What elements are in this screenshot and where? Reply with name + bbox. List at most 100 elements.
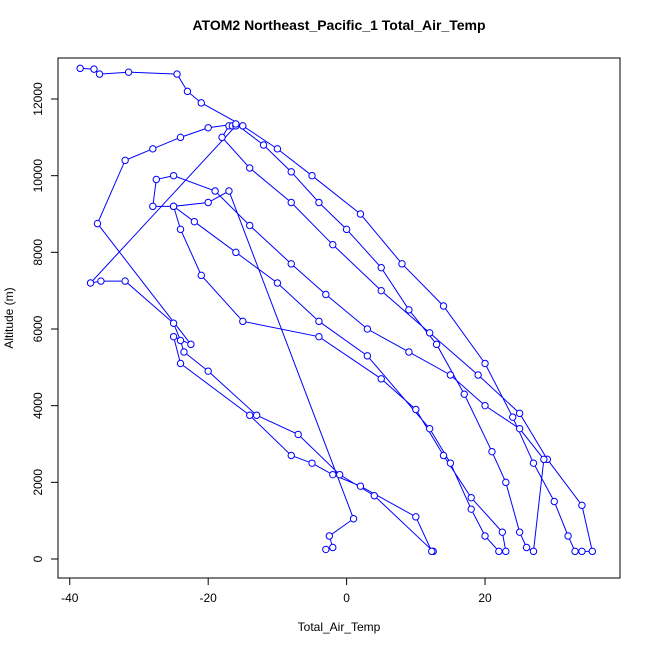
data-point xyxy=(529,547,538,556)
data-point xyxy=(252,411,261,419)
y-tick-label: 4000 xyxy=(31,392,45,419)
data-point xyxy=(121,277,129,285)
data-point xyxy=(522,543,531,552)
y-tick-label: 8000 xyxy=(31,239,45,266)
data-point xyxy=(211,187,219,195)
data-point xyxy=(335,470,344,479)
data-point xyxy=(176,133,185,142)
data-point xyxy=(176,336,185,345)
data-point xyxy=(315,332,323,341)
data-point xyxy=(187,340,195,349)
x-axis-label: Total_Air_Temp xyxy=(298,620,381,634)
data-point xyxy=(204,367,212,375)
data-point xyxy=(467,505,475,513)
data-point xyxy=(502,547,510,556)
y-tick-label: 12000 xyxy=(31,82,45,116)
data-point xyxy=(377,286,385,295)
data-point xyxy=(287,168,295,176)
data-point xyxy=(149,202,157,211)
data-point xyxy=(287,451,295,460)
data-point xyxy=(460,390,468,398)
data-point xyxy=(425,329,434,337)
y-tick-label: 6000 xyxy=(31,315,45,342)
data-point xyxy=(439,451,448,460)
data-point xyxy=(232,248,240,257)
data-point xyxy=(509,413,517,421)
data-point xyxy=(124,68,133,76)
data-point xyxy=(169,202,178,211)
data-point xyxy=(571,547,579,556)
data-point xyxy=(515,409,524,418)
data-point xyxy=(225,187,233,195)
y-tick-label: 2000 xyxy=(31,469,45,496)
data-point xyxy=(446,371,455,379)
data-point xyxy=(246,411,254,419)
data-point xyxy=(398,260,406,268)
data-point xyxy=(515,424,524,433)
data-point xyxy=(169,171,178,180)
data-point xyxy=(273,279,282,287)
data-point xyxy=(467,493,475,502)
data-point xyxy=(239,317,247,326)
data-point xyxy=(356,482,365,490)
data-point xyxy=(578,547,586,556)
data-point xyxy=(97,277,105,285)
data-line xyxy=(80,67,593,553)
data-point xyxy=(498,528,507,536)
data-point xyxy=(218,133,226,142)
y-axis-label: Altitude (m) xyxy=(2,287,16,348)
data-point xyxy=(95,70,104,78)
data-point xyxy=(308,171,316,180)
data-point xyxy=(287,260,295,268)
data-point xyxy=(239,122,247,130)
data-point xyxy=(481,532,489,540)
data-point xyxy=(325,532,334,540)
data-point xyxy=(564,532,572,540)
data-point xyxy=(246,221,254,230)
data-point xyxy=(481,359,489,368)
data-point xyxy=(432,340,441,349)
data-point xyxy=(322,290,330,299)
chart-title: ATOM2 Northeast_Pacific_1 Total_Air_Temp xyxy=(192,17,485,33)
data-point xyxy=(86,279,95,287)
data-point xyxy=(93,219,102,228)
data-point xyxy=(90,65,98,73)
data-point xyxy=(315,198,323,207)
data-point xyxy=(428,547,436,556)
data-point xyxy=(169,332,178,341)
plot-box xyxy=(57,57,621,579)
data-point xyxy=(550,497,558,506)
data-point xyxy=(502,478,510,487)
data-point xyxy=(204,124,212,132)
data-point xyxy=(294,430,302,439)
data-point xyxy=(308,459,316,467)
data-point xyxy=(540,455,548,464)
data-point xyxy=(412,405,420,414)
data-point xyxy=(190,217,199,226)
data-point xyxy=(529,459,538,467)
data-point xyxy=(287,198,295,207)
x-tick-label: -40 xyxy=(61,591,79,605)
data-point xyxy=(121,156,129,165)
data-point xyxy=(329,543,337,552)
data-point xyxy=(405,306,413,314)
data-point xyxy=(173,70,181,78)
data-point xyxy=(204,198,212,207)
data-point xyxy=(588,547,597,556)
data-point xyxy=(363,352,372,360)
data-point xyxy=(495,547,503,556)
data-point xyxy=(152,175,160,184)
data-point xyxy=(76,64,84,73)
data-point xyxy=(149,145,157,153)
data-point xyxy=(377,375,385,383)
data-point xyxy=(425,424,434,433)
data-point xyxy=(488,447,496,456)
data-point xyxy=(176,359,185,368)
data-point xyxy=(578,501,586,510)
data-point xyxy=(176,225,185,234)
data-point xyxy=(405,348,413,356)
data-point xyxy=(259,141,268,149)
x-tick-label: 20 xyxy=(478,591,492,605)
data-point xyxy=(232,120,240,128)
data-point xyxy=(446,459,455,467)
